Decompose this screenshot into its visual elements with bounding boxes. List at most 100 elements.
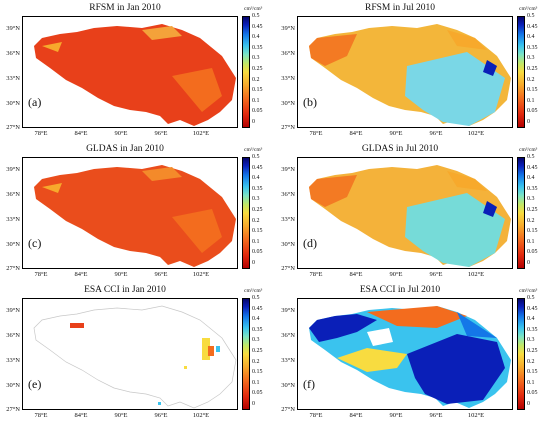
colorbar-unit: cm³/cm³	[244, 147, 263, 153]
y-tick-label: 27°N	[6, 406, 20, 413]
x-tick-label: 78°E	[309, 271, 323, 278]
y-tick-label: 36°N	[281, 191, 295, 198]
colorbar-tick: 0.2	[252, 76, 260, 83]
colorbar-tick: 0.35	[252, 326, 263, 333]
panel-label: (d)	[303, 236, 317, 250]
colorbar-tick: 0.3	[527, 196, 535, 203]
colorbar-tick: 0	[527, 119, 530, 125]
panel-label: (a)	[28, 95, 42, 109]
map-plateau	[297, 16, 513, 128]
colorbar-tick: 0.4	[527, 316, 535, 323]
colorbar-tick: 0.15	[527, 369, 538, 376]
map-plateau	[22, 157, 238, 269]
panel-title: ESA CCI in Jan 2010	[84, 285, 166, 295]
panel-label: (e)	[28, 377, 42, 391]
x-tick-label: 90°E	[114, 412, 128, 419]
y-tick-label: 33°N	[6, 216, 20, 223]
y-tick-label: 30°N	[281, 241, 295, 248]
x-tick-label: 96°E	[429, 412, 443, 419]
x-tick-label: 84°E	[349, 271, 363, 278]
colorbar-tick: 0.4	[252, 175, 260, 182]
panel-a: RFSM in Jan 2010 (a) cm³/cm³ 39°N 36°N 33°N…	[0, 0, 275, 140]
x-tick-label: 102°E	[192, 130, 210, 137]
colorbar-tick: 0.25	[527, 66, 538, 72]
colorbar-tick: 0.05	[527, 390, 538, 397]
panel-title: RFSM in Jul 2010	[365, 3, 435, 13]
x-tick-label: 78°E	[34, 130, 48, 137]
colorbar-tick: 0.15	[252, 87, 263, 94]
colorbar	[517, 157, 525, 269]
colorbar	[242, 298, 250, 410]
y-tick-label: 33°N	[6, 75, 20, 82]
y-tick-label: 39°N	[281, 307, 295, 314]
data-patch	[184, 366, 187, 369]
y-tick-label: 39°N	[6, 25, 20, 32]
x-tick-label: 96°E	[429, 271, 443, 278]
y-tick-label: 36°N	[281, 332, 295, 339]
colorbar-tick: 0.05	[252, 249, 263, 256]
x-tick-label: 84°E	[74, 130, 88, 137]
x-tick-label: 90°E	[389, 130, 403, 137]
colorbar-tick: 0.25	[252, 207, 263, 213]
colorbar-unit: cm³/cm³	[519, 288, 538, 294]
panel-label: (f)	[303, 377, 315, 391]
map-plateau	[297, 298, 513, 410]
colorbar-unit: cm³/cm³	[244, 288, 263, 294]
colorbar-tick: 0.35	[527, 185, 538, 192]
colorbar-tick: 0.3	[252, 196, 260, 203]
data-patch	[70, 323, 84, 328]
x-tick-label: 96°E	[154, 271, 168, 278]
y-tick-label: 33°N	[281, 75, 295, 82]
panel-f: ESA CCI in Jul 2010 (f) cm³/cm³ 39°N 36°N 3…	[275, 282, 550, 422]
y-tick-label: 27°N	[281, 124, 295, 131]
colorbar-tick: 0.45	[252, 23, 263, 30]
colorbar-tick: 0.2	[527, 76, 535, 83]
colorbar-tick: 0.15	[252, 228, 263, 235]
colorbar-tick: 0.25	[527, 207, 538, 213]
colorbar-tick: 0	[252, 119, 255, 125]
colorbar-tick: 0.15	[527, 87, 538, 94]
colorbar-tick: 0.25	[252, 66, 263, 72]
x-tick-label: 102°E	[467, 130, 485, 137]
colorbar-tick: 0.3	[252, 337, 260, 344]
y-tick-label: 27°N	[6, 124, 20, 131]
x-tick-label: 84°E	[349, 130, 363, 137]
y-tick-label: 30°N	[6, 241, 20, 248]
data-patch	[216, 346, 220, 352]
data-patch	[208, 346, 214, 356]
colorbar-tick: 0.3	[527, 337, 535, 344]
y-tick-label: 27°N	[281, 265, 295, 272]
x-tick-label: 84°E	[74, 412, 88, 419]
colorbar-tick: 0	[252, 401, 255, 407]
panel-label: (c)	[28, 236, 42, 250]
x-tick-label: 84°E	[349, 412, 363, 419]
y-tick-label: 39°N	[6, 166, 20, 173]
colorbar-tick: 0.5	[252, 13, 260, 19]
panel-title: RFSM in Jan 2010	[89, 3, 161, 13]
colorbar-tick: 0.5	[252, 154, 260, 160]
panel-d: GLDAS in Jul 2010 (d) cm³/cm³ 39°N 36°N 33°…	[275, 141, 550, 281]
panel-b: RFSM in Jul 2010 (b) cm³/cm³ 39°N 36°N 33°N…	[275, 0, 550, 140]
colorbar-tick: 0.2	[527, 358, 535, 365]
panel-c: GLDAS in Jan 2010 (c) cm³/cm³ 39°N 36°N 33°…	[0, 141, 275, 281]
colorbar-tick: 0.5	[527, 13, 535, 19]
colorbar-unit: cm³/cm³	[519, 6, 538, 12]
y-tick-label: 33°N	[281, 216, 295, 223]
x-tick-label: 78°E	[34, 271, 48, 278]
x-tick-label: 90°E	[114, 130, 128, 137]
y-tick-label: 33°N	[6, 357, 20, 364]
colorbar-tick: 0.5	[527, 295, 535, 301]
colorbar-tick: 0.2	[252, 358, 260, 365]
map-plateau	[22, 298, 238, 410]
colorbar-tick: 0.4	[252, 316, 260, 323]
x-tick-label: 96°E	[154, 130, 168, 137]
colorbar-tick: 0.5	[527, 154, 535, 160]
y-tick-label: 39°N	[281, 25, 295, 32]
panel-title: GLDAS in Jan 2010	[86, 144, 164, 154]
colorbar-tick: 0.35	[527, 326, 538, 333]
x-tick-label: 90°E	[114, 271, 128, 278]
y-tick-label: 30°N	[6, 100, 20, 107]
panel-e: ESA CCI in Jan 2010 (e) cm³/cm³ 39°N 36°N 3…	[0, 282, 275, 422]
panel-title: GLDAS in Jul 2010	[361, 144, 439, 154]
colorbar-tick: 0.1	[252, 238, 260, 245]
